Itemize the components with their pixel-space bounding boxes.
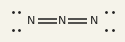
Text: N: N — [58, 16, 67, 26]
Text: N: N — [27, 16, 36, 26]
Text: N: N — [90, 16, 98, 26]
